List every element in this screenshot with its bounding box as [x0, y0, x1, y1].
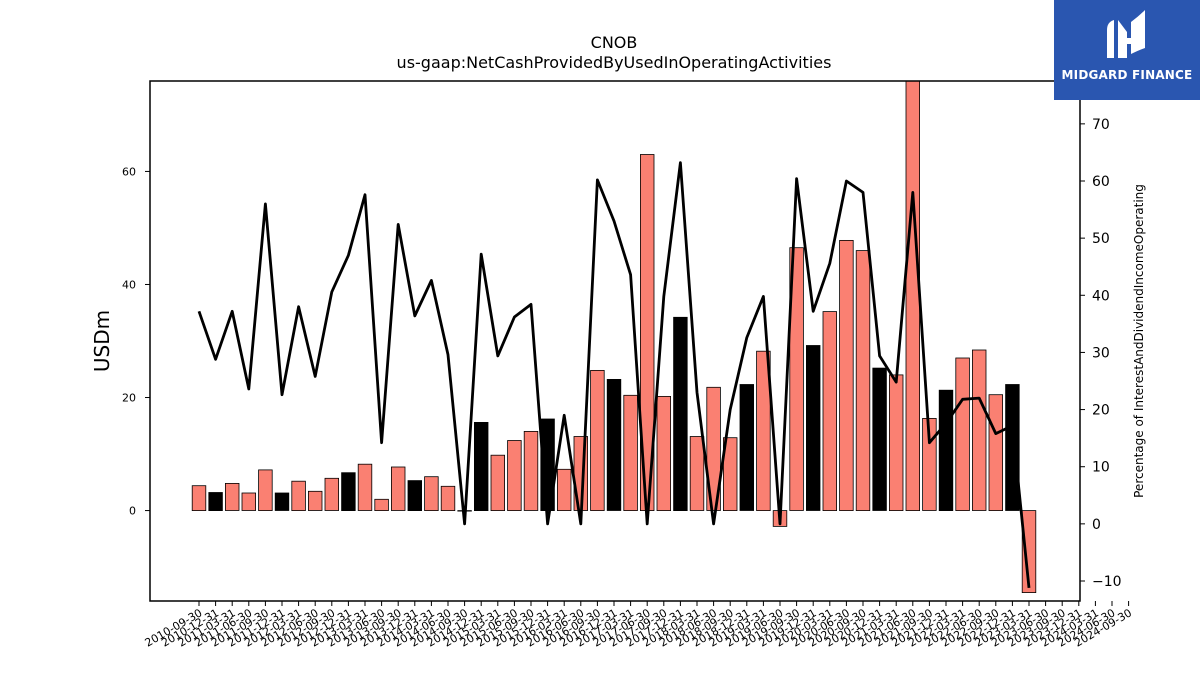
y2-tick-label: 40	[1092, 288, 1110, 304]
y-tick-label: 0	[129, 505, 136, 518]
bar	[689, 436, 705, 511]
y2-tick-label: 20	[1092, 403, 1110, 419]
bar	[739, 384, 755, 511]
y2-tick-label: 70	[1092, 117, 1110, 133]
bar	[357, 463, 373, 511]
bar	[922, 417, 937, 511]
bar	[191, 485, 207, 512]
bar	[756, 350, 771, 512]
bar	[1005, 384, 1020, 511]
bar	[390, 466, 406, 511]
y-axis-right: −10 0 10 20 30 40 50 60 70	[1080, 117, 1122, 590]
bar	[938, 389, 954, 512]
bar	[889, 374, 904, 511]
y2-tick-label: −10	[1092, 574, 1122, 590]
bar	[839, 239, 854, 512]
bar	[208, 492, 223, 512]
bar	[324, 477, 340, 511]
bar	[606, 378, 622, 511]
bar	[307, 490, 323, 511]
y2-tick-label: 0	[1092, 517, 1101, 533]
y-tick-label: 60	[122, 165, 136, 178]
bar	[789, 247, 804, 511]
x-axis: 2010-09-302010-12-312011-03-312011-06-30…	[143, 601, 1134, 650]
bar	[241, 492, 257, 511]
bar	[988, 394, 1004, 512]
bar	[822, 311, 838, 512]
bar	[590, 369, 605, 511]
y2-tick-label: 10	[1092, 460, 1110, 476]
bar	[706, 386, 721, 511]
bar	[341, 472, 356, 512]
bar	[855, 250, 871, 512]
y2-tick-label: 60	[1092, 174, 1110, 190]
bar	[806, 345, 821, 511]
bar	[224, 482, 240, 511]
bar	[473, 421, 489, 511]
bar	[424, 476, 439, 512]
bar	[523, 430, 539, 511]
bar	[872, 367, 887, 511]
bar	[723, 437, 738, 512]
y2-tick-label: 30	[1092, 345, 1110, 361]
bar	[374, 498, 389, 511]
series-line	[197, 161, 1031, 589]
bar	[673, 316, 688, 511]
bar	[557, 468, 572, 511]
bar	[656, 395, 672, 511]
y-axis-left: 0 20 40 60	[122, 165, 150, 518]
bar	[1021, 510, 1037, 594]
plot-frame	[149, 80, 1081, 602]
y-tick-label: 40	[122, 278, 136, 291]
line-layer	[197, 161, 1031, 589]
y2-tick-label: 50	[1092, 231, 1110, 247]
bar	[407, 480, 423, 512]
bar	[623, 394, 638, 511]
y-tick-label: 20	[122, 392, 136, 405]
bar	[440, 485, 456, 511]
bar	[955, 357, 970, 512]
bar	[258, 469, 273, 511]
y2-axis-label: Percentage of InterestAndDividendIncomeO…	[1132, 184, 1146, 498]
bar	[972, 349, 987, 511]
chart-subtitle: us-gaap:NetCashProvidedByUsedInOperating…	[397, 53, 832, 72]
logo-text: MIDGARD FINANCE	[1061, 68, 1193, 82]
chart-title: CNOB	[591, 33, 638, 52]
logo-icon	[1107, 10, 1145, 58]
bar	[507, 440, 522, 511]
y-axis-label: USDm	[90, 310, 114, 372]
bar	[490, 454, 506, 512]
bar	[291, 480, 306, 512]
bar	[274, 492, 290, 511]
brand-logo: MIDGARD FINANCE	[1054, 0, 1200, 100]
bar	[905, 80, 921, 512]
bars	[191, 80, 1037, 594]
